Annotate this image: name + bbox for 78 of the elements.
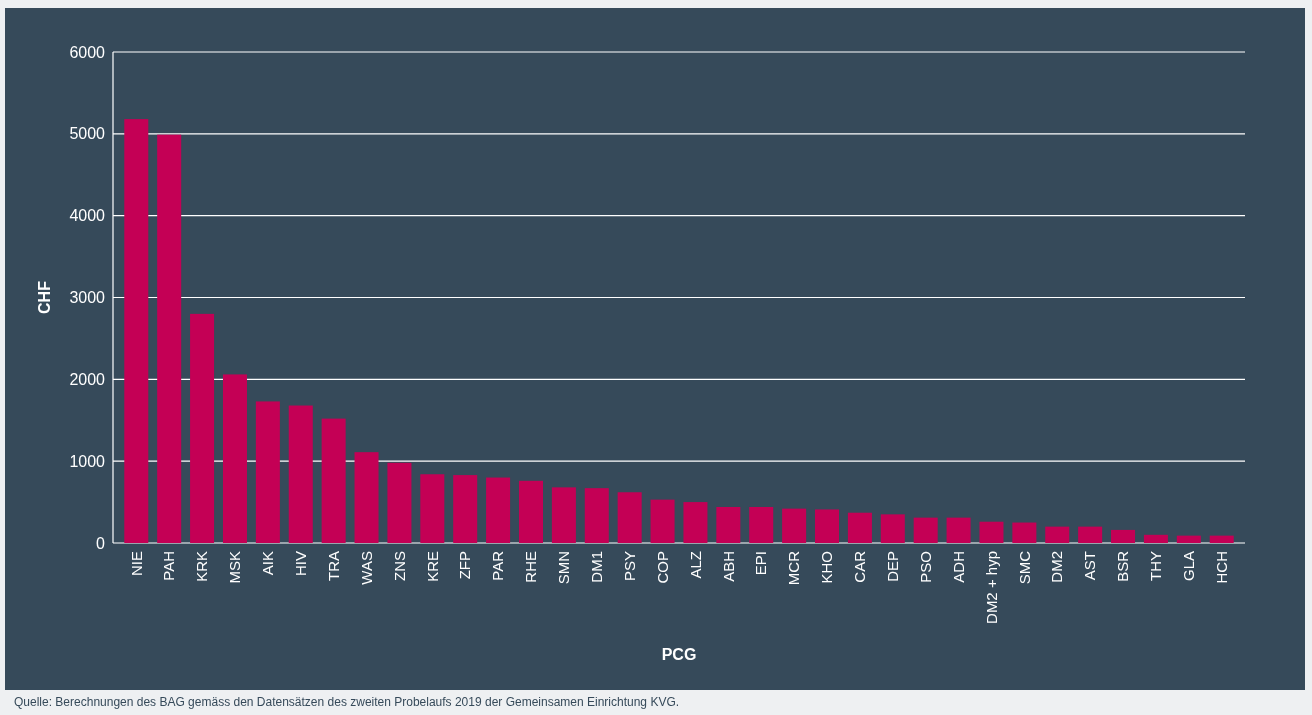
x-tick-label: MSK [226,551,244,584]
bar [453,475,478,543]
bar [190,313,215,543]
bar [617,492,642,543]
x-tick-label: DEP [884,551,902,582]
x-tick-label: ZFP [456,551,474,580]
y-tick-label: 1000 [69,452,106,470]
x-tick-label: MCR [785,550,803,586]
bar [486,477,511,543]
x-tick-label: NIE [127,551,145,577]
x-tick-label: CAR [851,550,869,583]
y-tick-label: 3000 [69,289,106,307]
x-tick-label: RHE [522,551,540,583]
x-tick-label: EPI [752,551,770,576]
bar [321,418,346,543]
x-tick-label: PAH [160,551,178,581]
bar [387,462,412,543]
x-tick-label: AST [1081,551,1099,581]
x-tick-label: DM2 + hyp [982,551,1000,624]
x-tick-label: SMC [1015,550,1033,585]
x-tick-label: ABH [719,551,737,582]
bar [650,499,675,543]
y-tick-label: 2000 [69,370,106,388]
x-tick-label: HCH [1212,551,1230,584]
bar [979,521,1004,543]
bar [354,452,379,543]
bar [1209,535,1234,543]
bar [683,502,708,543]
x-tick-label: SMN [555,551,573,585]
bar [716,506,741,543]
x-tick-label: ZNS [390,551,408,581]
x-tick-label: DM2 [1048,551,1066,583]
x-tick-label: GLA [1180,551,1198,582]
x-tick-label: KRE [423,551,441,582]
bar [551,487,576,543]
x-tick-label: PSY [620,551,638,582]
x-tick-label: PSO [916,551,934,583]
bar [255,401,280,543]
x-tick-label: BSR [1114,550,1132,582]
bar [749,506,774,543]
bar [1012,522,1037,543]
x-tick-label: KRK [193,551,211,582]
y-tick-label: 6000 [69,43,106,61]
x-tick-label: COP [653,551,671,584]
bar [157,134,182,543]
bar [584,488,609,543]
bar [913,517,938,543]
bar [1111,529,1136,543]
x-tick-label: THY [1147,551,1165,581]
bar [420,474,445,543]
bar [222,374,247,543]
bar [1143,534,1168,543]
y-axis-title: CHF [36,280,53,314]
bar [518,480,543,543]
bar [1176,535,1201,543]
x-tick-label: KHO [818,551,836,584]
source-note: Quelle: Berechnungen des BAG gemäss den Datensätzen des zweiten Probelaufs 2019 der Gemeinsamen Einrichtung KVG. [14,695,680,709]
bar [288,405,313,543]
bar [782,508,807,543]
x-tick-label: AIK [259,551,277,576]
x-axis-title: PCG [661,646,697,663]
bar [1078,526,1103,543]
bar [847,512,872,543]
bar [815,509,840,543]
bar [124,119,149,543]
y-tick-label: 5000 [69,125,106,143]
x-tick-label: ADH [949,551,967,583]
x-tick-label: ALZ [686,551,704,579]
y-tick-label: 4000 [69,207,106,225]
x-tick-label: HIV [292,551,309,577]
bar [1045,526,1070,543]
x-tick-label: TRA [324,551,342,581]
x-tick-label: DM1 [588,551,606,583]
y-tick-label: 0 [96,534,106,552]
x-tick-label: WAS [357,551,375,585]
bar [946,517,971,543]
bar [880,514,905,543]
x-tick-label: PAR [489,550,507,581]
